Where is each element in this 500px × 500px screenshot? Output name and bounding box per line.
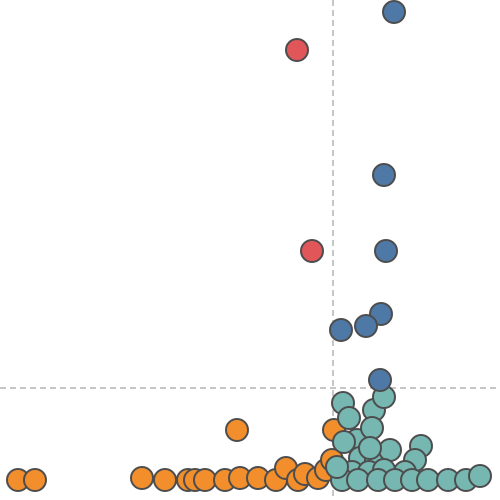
data-point-teal [337,406,361,430]
data-point-blue [368,368,392,392]
data-point-orange [130,466,154,490]
data-point-teal [416,468,440,492]
data-point-teal [325,455,349,479]
data-points [6,0,492,492]
data-point-teal [332,430,356,454]
data-point-teal [468,464,492,488]
data-point-teal [358,436,382,460]
data-point-red [300,239,324,263]
data-point-orange [23,468,47,492]
data-point-teal [378,438,402,462]
data-point-orange [225,418,249,442]
data-point-orange [153,468,177,492]
data-point-teal [360,416,384,440]
data-point-orange [193,468,217,492]
data-point-red [285,38,309,62]
data-point-blue [374,239,398,263]
data-point-teal [346,468,370,492]
data-point-blue [329,318,353,342]
data-point-blue [382,0,406,24]
data-point-blue [372,163,396,187]
data-point-blue [354,314,378,338]
